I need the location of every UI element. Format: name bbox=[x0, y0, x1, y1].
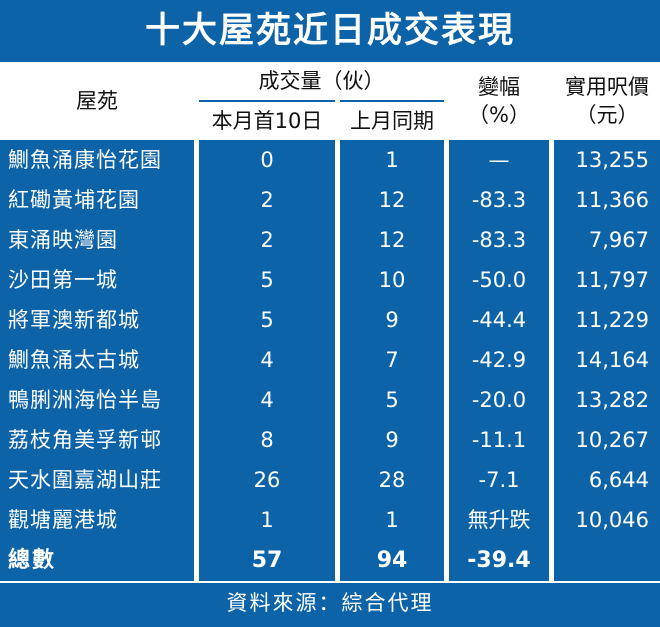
estate-name: 天水圍嘉湖山莊 bbox=[8, 468, 162, 492]
change-percent: -42.9 bbox=[471, 348, 527, 372]
change-percent: -7.1 bbox=[478, 468, 520, 492]
estate-name: 紅磡黃埔花園 bbox=[8, 188, 140, 212]
header-price-unit: （元） bbox=[575, 103, 639, 127]
volume-this-month: 4 bbox=[260, 348, 274, 372]
table-row: 鴨脷洲海怡半島 4 5 -20.0 13,282 bbox=[0, 382, 660, 419]
estate-name: 觀塘麗港城 bbox=[8, 508, 118, 532]
header-change-unit: （%） bbox=[468, 103, 530, 127]
column-divider bbox=[549, 62, 554, 583]
header-volume: 成交量（伙） bbox=[199, 62, 444, 100]
estate-name: 鴨脷洲海怡半島 bbox=[8, 388, 162, 412]
change-percent: -44.4 bbox=[471, 308, 527, 332]
volume-last-month: 12 bbox=[378, 228, 406, 252]
header-change-label: 變幅 bbox=[478, 74, 520, 99]
header-last-month-label: 上月同期 bbox=[350, 108, 434, 133]
total-label: 總數 bbox=[8, 548, 57, 573]
price-per-sqft: 13,255 bbox=[575, 148, 649, 172]
table-row: 觀塘麗港城 1 1 無升跌 10,046 bbox=[0, 502, 660, 539]
header-last-month: 上月同期 bbox=[340, 102, 444, 140]
volume-this-month: 2 bbox=[260, 228, 274, 252]
volume-last-month: 28 bbox=[378, 468, 406, 492]
price-per-sqft: 10,046 bbox=[575, 508, 649, 532]
price-per-sqft: 11,229 bbox=[575, 308, 649, 332]
table-row: 天水圍嘉湖山莊 26 28 -7.1 6,644 bbox=[0, 462, 660, 499]
change-percent: — bbox=[488, 148, 510, 172]
volume-this-month: 8 bbox=[260, 428, 274, 452]
source-note: 資料來源：綜合代理 bbox=[226, 591, 434, 615]
header-volume-label: 成交量（伙） bbox=[258, 68, 385, 93]
table-title: 十大屋苑近日成交表現 bbox=[144, 11, 515, 51]
table-row: 將軍澳新都城 5 9 -44.4 11,229 bbox=[0, 302, 660, 339]
price-per-sqft: 13,282 bbox=[575, 388, 649, 412]
change-percent: -50.0 bbox=[471, 268, 527, 292]
change-percent: 無升跌 bbox=[467, 508, 531, 532]
column-divider bbox=[194, 62, 199, 583]
column-divider bbox=[444, 62, 449, 583]
table-row: 鰂魚涌太古城 4 7 -42.9 14,164 bbox=[0, 342, 660, 379]
volume-last-month: 12 bbox=[378, 188, 406, 212]
change-percent: -83.3 bbox=[471, 188, 527, 212]
total-last-month: 94 bbox=[376, 548, 408, 573]
header-estate: 屋苑 bbox=[0, 62, 194, 140]
volume-last-month: 1 bbox=[385, 508, 399, 532]
price-per-sqft: 7,967 bbox=[588, 228, 649, 252]
total-change: -39.4 bbox=[467, 548, 531, 573]
price-per-sqft: 11,366 bbox=[575, 188, 649, 212]
column-divider bbox=[335, 100, 340, 583]
estate-name: 鰂魚涌康怡花園 bbox=[8, 148, 162, 172]
price-per-sqft: 11,797 bbox=[575, 268, 649, 292]
volume-last-month: 9 bbox=[385, 428, 399, 452]
bottom-divider bbox=[0, 581, 660, 583]
volume-last-month: 10 bbox=[378, 268, 406, 292]
estate-name: 沙田第一城 bbox=[8, 268, 118, 292]
volume-last-month: 7 bbox=[385, 348, 399, 372]
total-row: 總數 57 94 -39.4 bbox=[0, 542, 660, 579]
volume-this-month: 26 bbox=[253, 468, 281, 492]
volume-last-month: 9 bbox=[385, 308, 399, 332]
change-percent: -83.3 bbox=[471, 228, 527, 252]
header-price-label: 實用呎價 bbox=[565, 74, 649, 99]
table-row: 東涌映灣園 2 12 -83.3 7,967 bbox=[0, 222, 660, 259]
total-this-month: 57 bbox=[251, 548, 283, 573]
price-per-sqft: 6,644 bbox=[588, 468, 649, 492]
volume-last-month: 5 bbox=[385, 388, 399, 412]
table-row: 荔枝角美孚新邨 8 9 -11.1 10,267 bbox=[0, 422, 660, 459]
price-per-sqft: 14,164 bbox=[575, 348, 649, 372]
change-percent: -20.0 bbox=[471, 388, 527, 412]
volume-last-month: 1 bbox=[385, 148, 399, 172]
header-change: 變幅 （%） bbox=[449, 62, 549, 140]
volume-this-month: 5 bbox=[260, 268, 274, 292]
header-estate-label: 屋苑 bbox=[76, 88, 118, 113]
table-row: 沙田第一城 5 10 -50.0 11,797 bbox=[0, 262, 660, 299]
header-this-month-label: 本月首10日 bbox=[211, 108, 323, 133]
volume-this-month: 0 bbox=[260, 148, 274, 172]
volume-this-month: 5 bbox=[260, 308, 274, 332]
estate-name: 鰂魚涌太古城 bbox=[8, 348, 140, 372]
estate-name: 將軍澳新都城 bbox=[8, 308, 140, 332]
change-percent: -11.1 bbox=[471, 428, 527, 452]
table-row: 紅磡黃埔花園 2 12 -83.3 11,366 bbox=[0, 182, 660, 219]
volume-this-month: 2 bbox=[260, 188, 274, 212]
header-price: 實用呎價 （元） bbox=[554, 62, 660, 140]
estate-name: 東涌映灣園 bbox=[8, 228, 118, 252]
table-row: 鰂魚涌康怡花園 0 1 — 13,255 bbox=[0, 142, 660, 179]
price-per-sqft: 10,267 bbox=[575, 428, 649, 452]
estate-name: 荔枝角美孚新邨 bbox=[8, 428, 162, 452]
volume-this-month: 1 bbox=[260, 508, 274, 532]
header-this-month: 本月首10日 bbox=[199, 102, 335, 140]
volume-this-month: 4 bbox=[260, 388, 274, 412]
